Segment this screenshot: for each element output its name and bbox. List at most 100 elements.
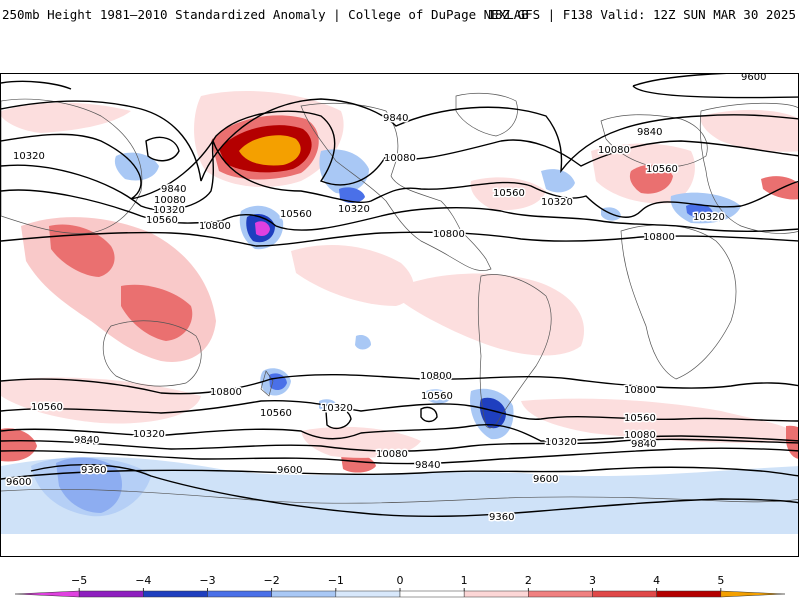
- anomaly-negative-siberia: [114, 152, 159, 181]
- colorbar-tick-label: 1: [460, 574, 468, 587]
- colorbar-tick-label: −3: [199, 574, 216, 587]
- contour-10320-south: [1, 424, 798, 442]
- anomaly-negative-antarctic-band: [1, 456, 798, 534]
- coastline-europe: [600, 114, 708, 168]
- anomaly-positive-russia: [700, 109, 798, 152]
- anomaly-negative-gulf-alaska-core: [339, 187, 365, 203]
- colorbar-tick-label: 3: [589, 574, 596, 587]
- label-9600-ne: 9600: [741, 74, 766, 83]
- contour-10560-south: [1, 399, 798, 422]
- colorbar-tick-label: 4: [653, 574, 661, 587]
- contour-9840-south: [1, 447, 798, 465]
- contour-10080-south: [1, 438, 798, 452]
- label-10320-nc: 10320: [338, 204, 370, 215]
- label-10320-s: 10320: [321, 403, 353, 414]
- label-9840-sw: 9840: [74, 435, 99, 446]
- label-9600-s: 9600: [277, 465, 302, 476]
- colorbar-segment: [720, 590, 786, 598]
- anomaly-negative-alaska-center: [255, 221, 270, 237]
- label-10560-nw: 10560: [146, 215, 178, 226]
- label-10800-nw: 10800: [199, 221, 231, 232]
- contour-10560-north: [1, 189, 798, 233]
- contour-closed-low-siberia: [145, 136, 180, 162]
- anomaly-positive-asia-east: [761, 176, 798, 200]
- coastline-australia: [103, 320, 202, 387]
- contour-10800-north: [1, 231, 798, 247]
- label-10800-sw: 10800: [210, 387, 242, 398]
- label-10800-se: 10800: [624, 385, 656, 396]
- label-10800-ne: 10800: [643, 232, 675, 243]
- label-9840-se: 9840: [631, 439, 656, 450]
- coastlines: [1, 92, 798, 504]
- colorbar-tick-label: 2: [524, 574, 532, 587]
- colorbar-tick-label: 5: [717, 574, 725, 587]
- label-10320-sw: 10320: [133, 429, 165, 440]
- colorbar-segment: [463, 590, 529, 598]
- label-10080-se: 10080: [624, 430, 656, 441]
- anomaly-negative-south-small: [426, 389, 451, 404]
- contour-9600-north-b: [632, 85, 798, 99]
- label-10320-nw: 10320: [153, 205, 185, 216]
- anomaly-positive-south-pacific-3: [301, 426, 421, 458]
- contour-closed-low-atlantic: [420, 406, 438, 423]
- coastline-north-america: [300, 102, 492, 271]
- label-10800-s: 10800: [420, 371, 452, 382]
- label-9600-se: 9600: [533, 474, 558, 485]
- label-10560-sw: 10560: [31, 402, 63, 413]
- contour-9360-south: [30, 463, 798, 518]
- colorbar-segment: [528, 590, 593, 598]
- label-10080-n: 10080: [384, 153, 416, 164]
- anomaly-negative-central-pacific-small: [355, 335, 371, 350]
- colorbar-segment: [143, 590, 208, 598]
- label-10800-n: 10800: [433, 229, 465, 240]
- contour-9600-north-c: [1, 80, 72, 90]
- contour-closed-low-south-pacific: [325, 407, 352, 430]
- label-9600-sw: 9600: [6, 477, 31, 488]
- label-10560-sc: 10560: [421, 391, 453, 402]
- contour-labels: 9600 9840 9840 9840 10320 10080 10080 10…: [5, 74, 768, 525]
- anomaly-positive-southwest-indian: [1, 428, 37, 462]
- colorbar-tick-label: −5: [71, 574, 88, 587]
- contour-10080-north: [1, 110, 798, 200]
- anomaly-negative-east-canada: [541, 169, 575, 193]
- label-10320-se: 10320: [545, 437, 577, 448]
- label-10560-n: 10560: [493, 188, 525, 199]
- map-panel[interactable]: 9600 9840 9840 9840 10320 10080 10080 10…: [0, 73, 799, 557]
- anomaly-positive-east-asia: [1, 102, 131, 133]
- anomaly-negative-south-america-core: [479, 397, 506, 429]
- label-10080-s: 10080: [376, 449, 408, 460]
- label-9840-ne: 9840: [637, 127, 662, 138]
- coastline-africa: [620, 224, 737, 380]
- coastline-east-asia: [1, 98, 143, 234]
- anomaly-positive-south-pacific: [401, 273, 585, 356]
- label-10080-nw: 10080: [154, 195, 186, 206]
- model-run-info: 18Z GFS | F138 Valid: 12Z SUN MAR 30 202…: [487, 7, 796, 22]
- label-9360-sw: 9360: [81, 465, 106, 476]
- anomaly-negative-antarctic-inner: [31, 457, 151, 517]
- label-10560-se: 10560: [624, 413, 656, 424]
- anomaly-positive-asia-core: [49, 224, 115, 277]
- colorbar-segment: [271, 590, 337, 598]
- label-10560-nc: 10560: [280, 209, 312, 220]
- colorbar-tick-label: 0: [396, 574, 404, 587]
- colorbar-tick-label: −4: [135, 574, 152, 587]
- anomaly-negative-europe-core: [686, 203, 713, 218]
- colorbar-segment: [399, 590, 465, 598]
- colorbar-segment: [207, 590, 272, 598]
- contour-9600-north: [632, 74, 728, 87]
- label-9840-nw: 9840: [161, 184, 186, 195]
- colorbar-tick-label: −2: [263, 574, 280, 587]
- label-9360-s: 9360: [489, 512, 514, 523]
- contour-9840-north: [1, 98, 798, 182]
- label-9840-s: 9840: [415, 460, 440, 471]
- colorbar-segment: [78, 590, 144, 598]
- label-10560-ne: 10560: [646, 164, 678, 175]
- map-title: 250mb Height 1981–2010 Standardized Anom…: [2, 7, 529, 22]
- header-bar: 250mb Height 1981–2010 Standardized Anom…: [0, 0, 800, 30]
- coastline-asia: [699, 102, 798, 234]
- colorbar-tick-label: −1: [327, 574, 344, 587]
- anomaly-colorbar: [14, 588, 786, 598]
- label-10080-ne: 10080: [598, 145, 630, 156]
- label-10320-ne: 10320: [541, 197, 573, 208]
- colorbar-segment: [592, 590, 657, 598]
